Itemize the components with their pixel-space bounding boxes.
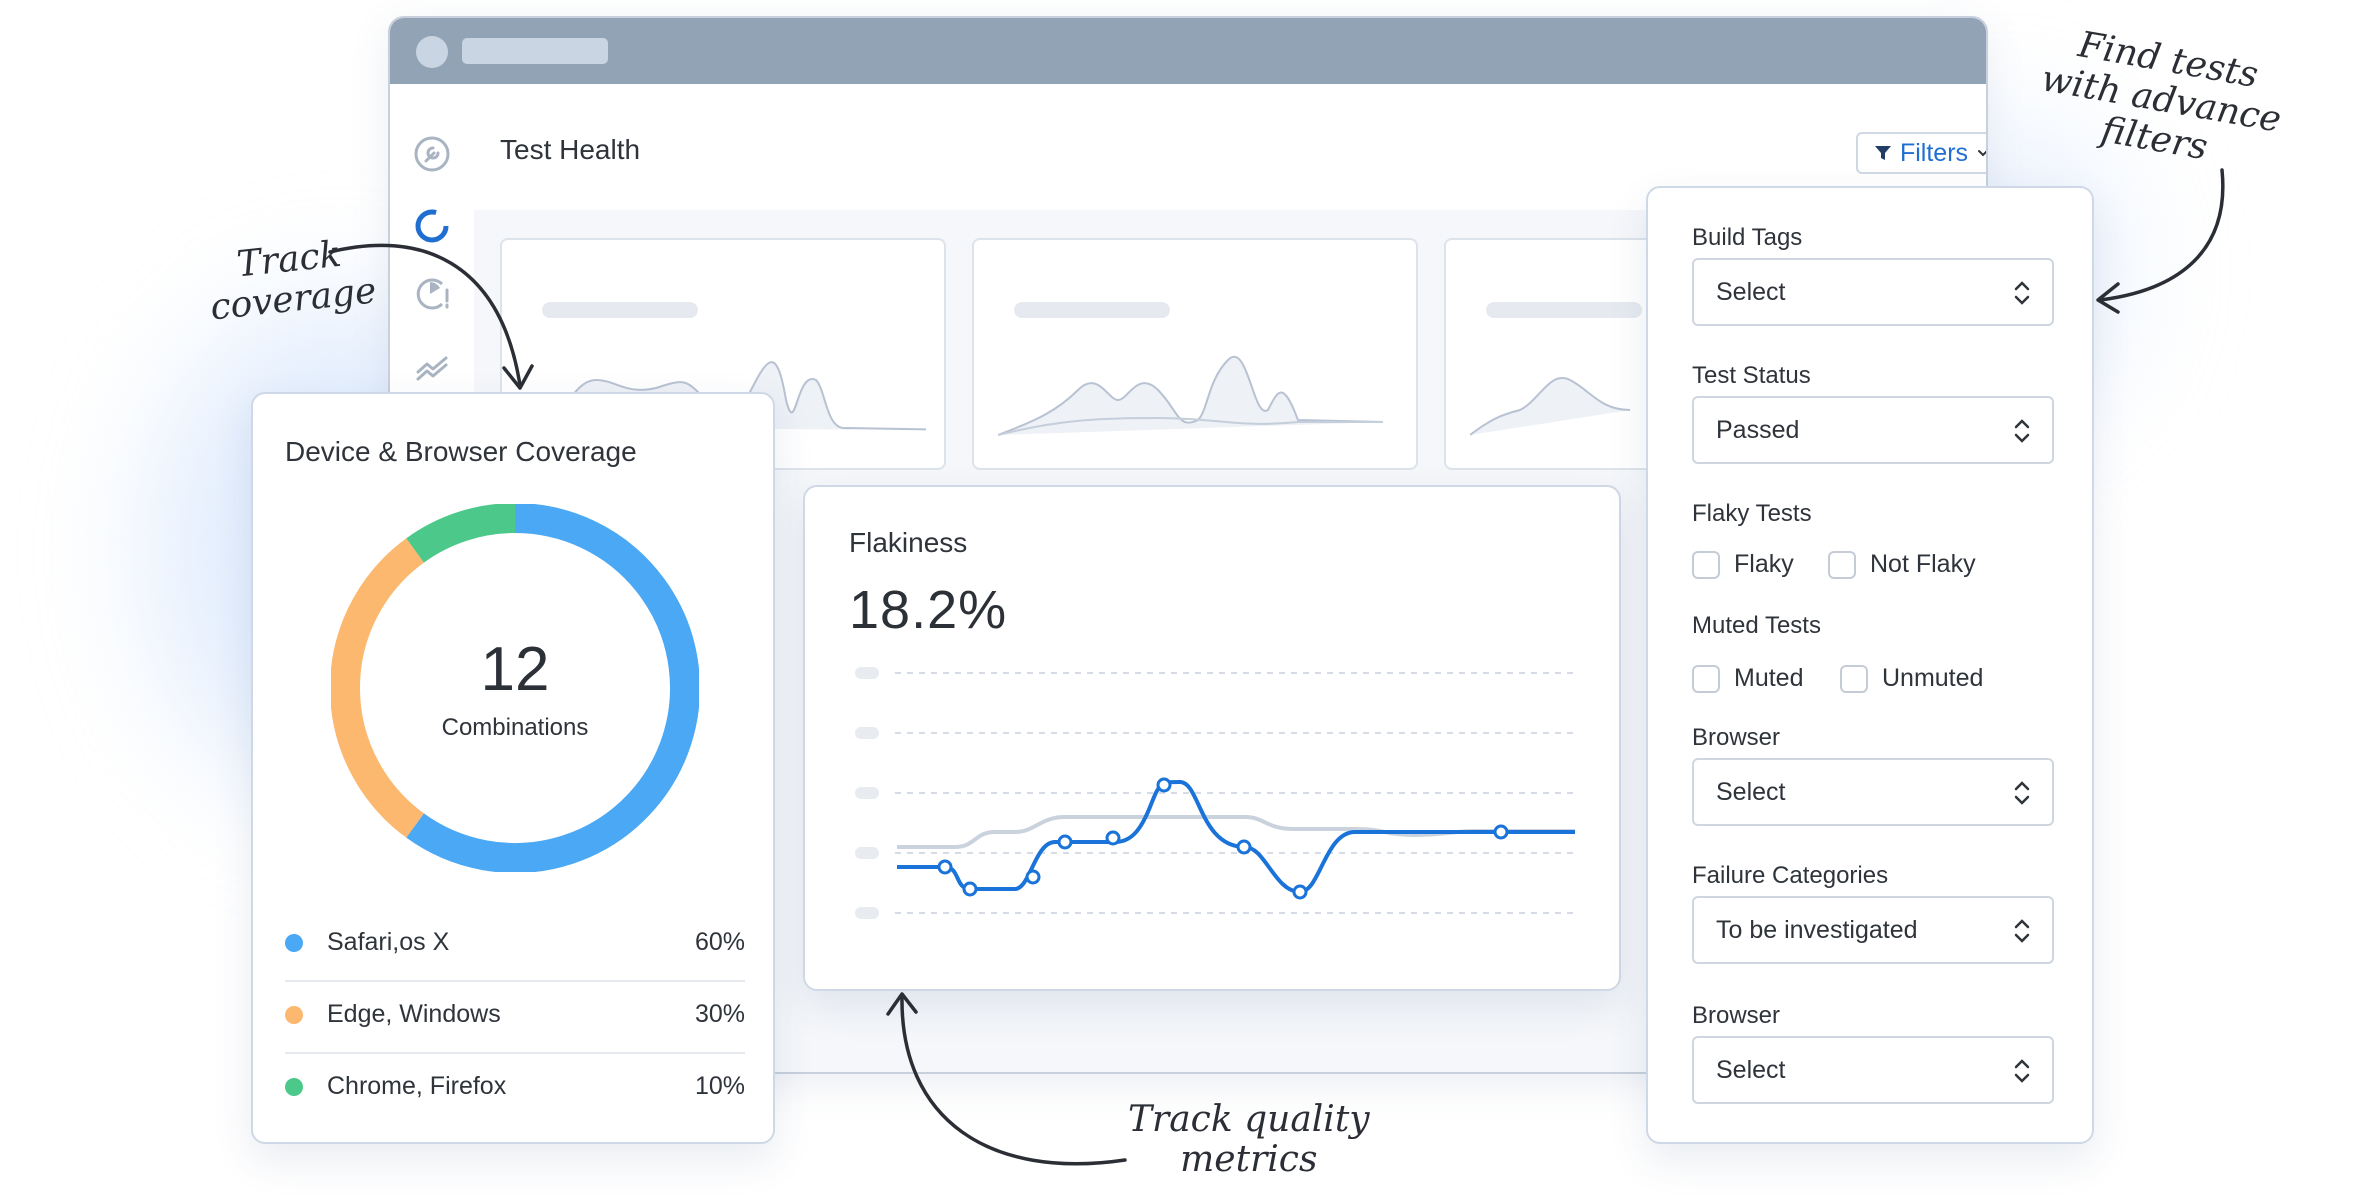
flakiness-title: Flakiness xyxy=(849,527,968,558)
window-dot[interactable] xyxy=(416,36,448,68)
donut-chart-icon[interactable] xyxy=(412,206,452,246)
legend-name: Safari,os X xyxy=(327,928,450,956)
browser-select-2[interactable]: Select xyxy=(1692,1036,2054,1104)
legend-name: Chrome, Firefox xyxy=(327,1072,507,1100)
select-arrows-icon xyxy=(2014,281,2030,305)
select-arrows-icon xyxy=(2014,1059,2030,1083)
muted-option-label: Muted xyxy=(1734,664,1804,692)
failure-categories-label: Failure Categories xyxy=(1692,862,1889,889)
window-titlebar xyxy=(390,18,1986,84)
select-arrows-icon xyxy=(2014,919,2030,943)
wrench-icon[interactable] xyxy=(412,134,452,174)
test-status-label: Test Status xyxy=(1692,362,1811,389)
muted-checkbox[interactable]: Muted xyxy=(1692,664,1803,693)
not-flaky-option-label: Not Flaky xyxy=(1870,550,1976,578)
browser-label: Browser xyxy=(1692,724,1781,751)
browser-value: Select xyxy=(1716,778,1786,806)
filter-icon xyxy=(1874,146,1891,160)
chart-points xyxy=(937,777,1509,900)
donut-slice-0[interactable] xyxy=(406,504,699,872)
baseline-series xyxy=(897,815,1575,849)
sparkline xyxy=(1470,377,1631,436)
build-tags-select[interactable]: Select xyxy=(1692,258,2054,326)
legend-name: Edge, Windows xyxy=(327,1000,501,1028)
test-status-select[interactable]: Passed xyxy=(1692,396,2054,464)
legend-percent: 30% xyxy=(694,1000,745,1028)
checkbox-box[interactable] xyxy=(1692,664,1720,693)
summary-card[interactable] xyxy=(972,238,1418,470)
trend-icon[interactable] xyxy=(412,346,452,386)
arrow-to-filters xyxy=(2098,168,2225,302)
sparkline xyxy=(998,355,1384,436)
chevron-down-icon xyxy=(1978,150,1986,157)
legend-item: Chrome, Firefox 10% xyxy=(285,1056,745,1126)
browser-select[interactable]: Select xyxy=(1692,758,2054,826)
flakiness-value: 18.2% xyxy=(849,580,1008,640)
donut-slice-1[interactable] xyxy=(331,538,425,838)
coverage-total-label: Combinations xyxy=(441,714,589,741)
window-title-placeholder xyxy=(462,38,608,64)
coverage-title: Device & Browser Coverage xyxy=(285,436,637,467)
checkbox-box[interactable] xyxy=(1840,664,1868,693)
not-flaky-checkbox[interactable]: Not Flaky xyxy=(1828,550,1976,579)
coverage-total: 12 xyxy=(480,635,550,704)
filters-button[interactable]: Filters xyxy=(1856,132,1986,174)
annotation-track-quality: Track quality metrics xyxy=(1128,1100,1370,1180)
muted-tests-label: Muted Tests xyxy=(1692,612,1821,639)
arrow-to-flakiness xyxy=(900,994,1127,1166)
arrow-to-coverage xyxy=(328,243,522,387)
failure-categories-value: To be investigated xyxy=(1716,916,1918,944)
annotation-line: metrics xyxy=(1180,1139,1318,1180)
unmuted-option-label: Unmuted xyxy=(1882,664,1984,692)
flaky-checkbox[interactable]: Flaky xyxy=(1692,550,1794,579)
filters-label: Filters xyxy=(1899,138,1969,167)
legend-dot xyxy=(285,1006,303,1024)
failure-categories-select[interactable]: To be investigated xyxy=(1692,896,2054,964)
annotation-line: Track quality xyxy=(1128,1099,1370,1140)
select-arrows-icon xyxy=(2014,419,2030,443)
donut-slice-2[interactable] xyxy=(406,504,516,563)
flakiness-card[interactable]: Flakiness 18.2% xyxy=(803,485,1621,991)
select-arrows-icon xyxy=(2014,781,2030,805)
build-tags-value: Select xyxy=(1716,278,1786,306)
chart-gridlines xyxy=(855,667,1575,919)
checkbox-box[interactable] xyxy=(1828,550,1856,579)
legend-item: Safari,os X 60% xyxy=(285,912,745,982)
filter-panel: Build Tags Select Test Status Passed Fla… xyxy=(1646,186,2094,1144)
browser-value-2: Select xyxy=(1716,1056,1786,1084)
legend-dot xyxy=(285,1078,303,1096)
flaky-tests-label: Flaky Tests xyxy=(1692,500,1812,527)
legend-percent: 60% xyxy=(694,928,745,956)
checkbox-box[interactable] xyxy=(1692,550,1720,579)
legend-dot xyxy=(285,934,303,952)
legend-percent: 10% xyxy=(694,1072,745,1100)
browser-label-2: Browser xyxy=(1692,1002,1781,1029)
coverage-donut-chart[interactable] xyxy=(331,504,699,872)
card-title-placeholder xyxy=(1014,302,1170,318)
build-tags-label: Build Tags xyxy=(1692,224,1803,251)
test-status-value: Passed xyxy=(1716,416,1800,444)
coverage-card[interactable]: Device & Browser Coverage 12 Combination… xyxy=(251,392,775,1144)
flaky-option-label: Flaky xyxy=(1734,550,1794,578)
flakiness-line-chart[interactable] xyxy=(855,667,1585,957)
card-title-placeholder xyxy=(1486,302,1642,318)
unmuted-checkbox[interactable]: Unmuted xyxy=(1840,664,1983,693)
pie-alert-icon[interactable] xyxy=(412,274,452,314)
card-title-placeholder xyxy=(542,302,698,318)
page-title: Test Health xyxy=(500,134,641,165)
legend-item: Edge, Windows 30% xyxy=(285,984,745,1054)
